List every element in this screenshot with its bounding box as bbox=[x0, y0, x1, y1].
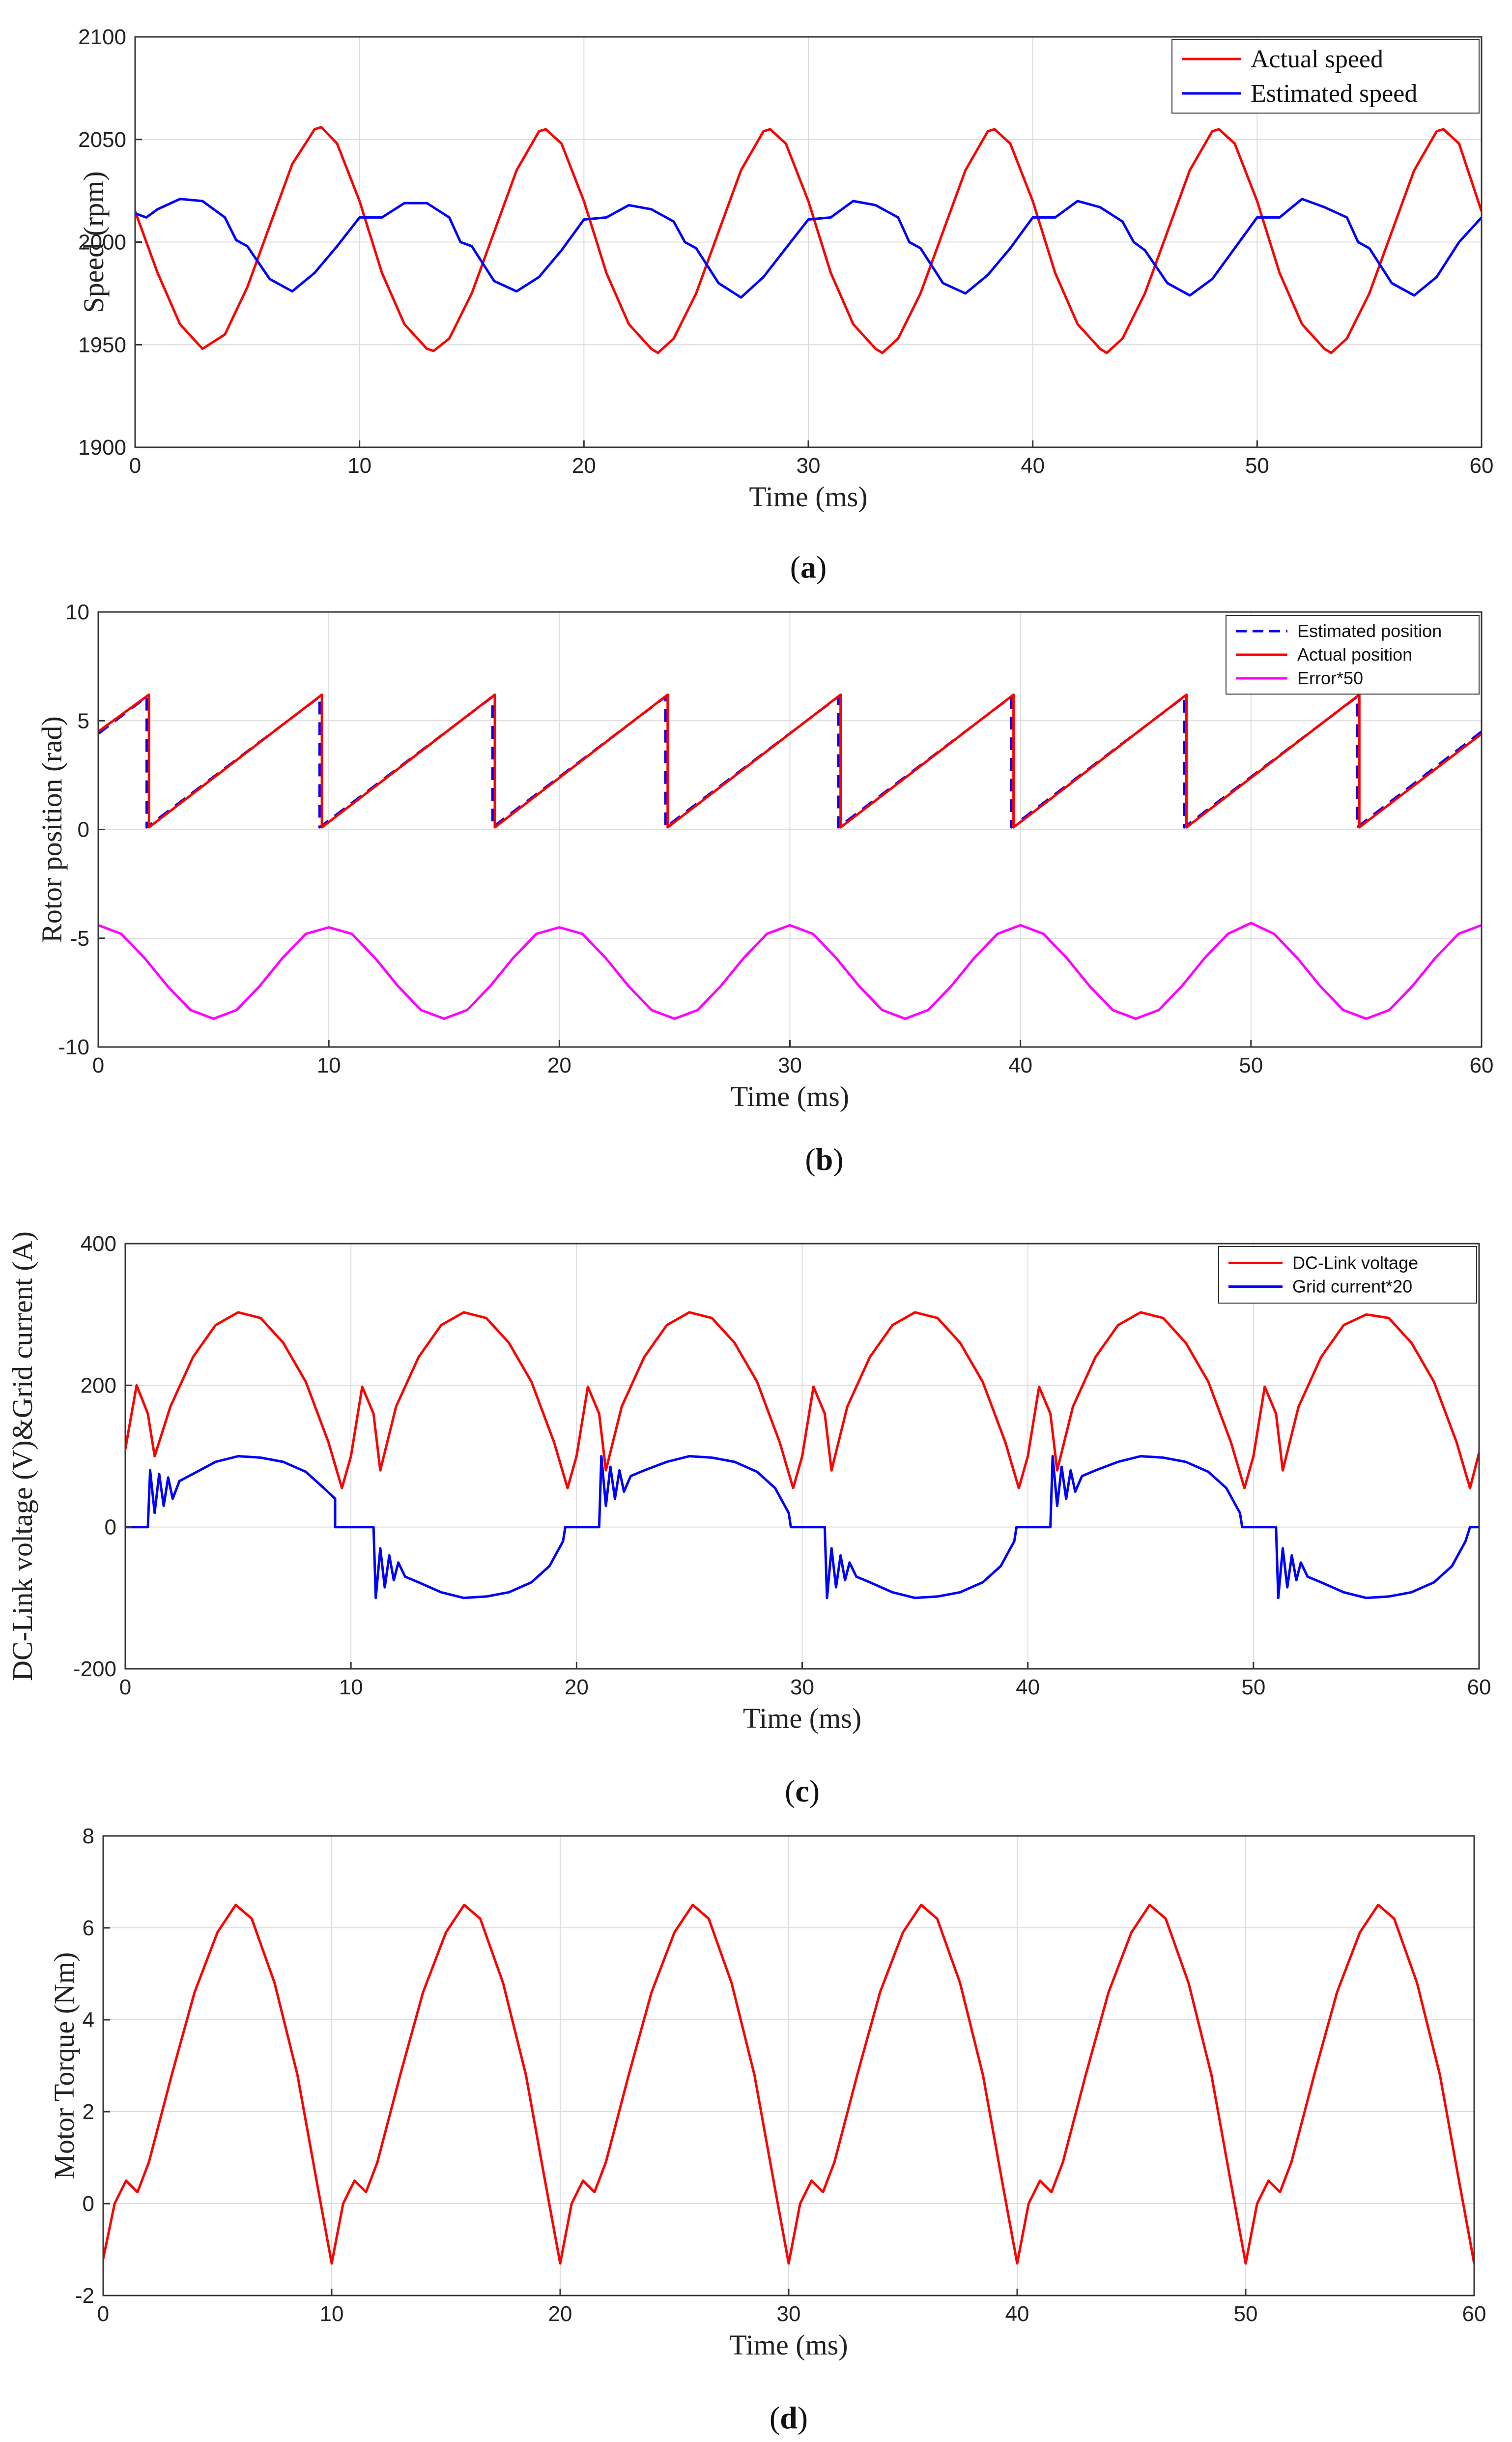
y-tick-label: 0 bbox=[78, 818, 89, 842]
x-tick-label: 50 bbox=[1245, 454, 1269, 478]
x-tick-label: 30 bbox=[797, 454, 821, 478]
x-tick-label: 60 bbox=[1470, 454, 1494, 478]
x-tick-label: 60 bbox=[1467, 1675, 1491, 1699]
panel-caption: (a) bbox=[790, 550, 827, 584]
x-tick-label: 20 bbox=[548, 2302, 572, 2326]
y-tick-label: 4 bbox=[83, 2008, 94, 2032]
panel-caption: (c) bbox=[785, 1773, 820, 1808]
panel-caption: (d) bbox=[770, 2400, 808, 2435]
legend-box bbox=[1171, 39, 1480, 114]
x-tick-label: 0 bbox=[92, 1053, 104, 1077]
panel-caption: (b) bbox=[805, 1142, 843, 1177]
y-axis-label: Speed (rpm) bbox=[78, 171, 110, 313]
x-tick-label: 30 bbox=[777, 2302, 801, 2326]
legend: DC-Link voltage Grid current*20 bbox=[1218, 1246, 1477, 1304]
y-tick-label: 0 bbox=[83, 2192, 94, 2216]
x-axis-label: Time (ms) bbox=[743, 1702, 861, 1734]
x-axis-label: Time (ms) bbox=[729, 2329, 848, 2361]
x-axis-label: Time (ms) bbox=[731, 1080, 849, 1112]
y-tick-label: -5 bbox=[70, 927, 89, 951]
y-tick-label: 2100 bbox=[78, 25, 126, 49]
y-axis-label: Rotor position (rad) bbox=[36, 716, 68, 943]
y-tick-label: 200 bbox=[81, 1373, 116, 1397]
y-tick-label: 1950 bbox=[78, 333, 126, 357]
y-tick-label: 2050 bbox=[78, 128, 126, 152]
legend-label: Estimated position bbox=[1297, 621, 1442, 641]
legend-label: DC-Link voltage bbox=[1292, 1253, 1418, 1273]
legend: Actual speed Estimated speed bbox=[1171, 39, 1480, 114]
y-axis-label: DC-Link voltage (V)&Grid current (A) bbox=[6, 1231, 38, 1681]
x-tick-label: 10 bbox=[339, 1675, 363, 1699]
x-tick-label: 10 bbox=[347, 454, 371, 478]
x-tick-label: 0 bbox=[119, 1675, 131, 1699]
chart-panel-a: 0 10 20 30 40 50 60 1900 1950 2000 2050 2100 Time (m… bbox=[78, 25, 1493, 584]
y-tick-label: 5 bbox=[78, 709, 89, 733]
series-line-a-0 bbox=[135, 126, 1482, 354]
series-line-b-1 bbox=[98, 693, 1482, 829]
x-tick-label: 50 bbox=[1239, 1053, 1263, 1077]
y-tick-label: 0 bbox=[105, 1515, 116, 1540]
x-tick-label: 60 bbox=[1470, 1053, 1494, 1077]
y-tick-label: 2000 bbox=[78, 231, 126, 255]
y-tick-label: 400 bbox=[81, 1232, 116, 1256]
x-tick-label: 20 bbox=[565, 1675, 589, 1699]
x-tick-label: 0 bbox=[129, 454, 141, 478]
y-tick-label: -200 bbox=[73, 1657, 116, 1681]
y-tick-label: 2 bbox=[83, 2100, 94, 2124]
y-tick-label: 1900 bbox=[78, 436, 126, 460]
y-tick-label: -2 bbox=[75, 2284, 94, 2308]
x-tick-label: 30 bbox=[778, 1053, 802, 1077]
legend-box bbox=[1218, 1246, 1477, 1304]
x-tick-label: 60 bbox=[1462, 2302, 1486, 2326]
x-tick-label: 20 bbox=[572, 454, 596, 478]
x-tick-label: 30 bbox=[790, 1675, 814, 1699]
legend: Estimated position Actual position Error*5… bbox=[1226, 615, 1480, 695]
x-tick-label: 40 bbox=[1008, 1053, 1032, 1077]
x-axis-label: Time (ms) bbox=[749, 481, 867, 513]
x-tick-label: 40 bbox=[1016, 1675, 1040, 1699]
y-axis-label: Motor Torque (Nm) bbox=[48, 1952, 80, 2179]
x-tick-label: 20 bbox=[547, 1053, 571, 1077]
x-tick-label: 10 bbox=[320, 2302, 344, 2326]
series-line-a-1 bbox=[135, 198, 1482, 299]
y-tick-label: -10 bbox=[58, 1035, 89, 1059]
x-tick-label: 40 bbox=[1005, 2302, 1029, 2326]
series-line-b-2 bbox=[98, 922, 1482, 1020]
series-line-c-1 bbox=[125, 1455, 1479, 1599]
x-tick-label: 50 bbox=[1241, 1675, 1265, 1699]
legend-label: Estimated speed bbox=[1251, 80, 1417, 108]
x-tick-label: 50 bbox=[1234, 2302, 1258, 2326]
series-line-d-0 bbox=[103, 1903, 1474, 2265]
legend-label: Actual speed bbox=[1251, 45, 1383, 73]
y-tick-label: 8 bbox=[83, 1824, 94, 1848]
legend-label: Grid current*20 bbox=[1292, 1277, 1412, 1297]
series-line-c-0 bbox=[125, 1311, 1479, 1489]
y-tick-label: 6 bbox=[83, 1916, 94, 1940]
chart-panel-b: 0 10 20 30 40 50 60 -10 -5 0 5 10 Time (ms) Rotor pos… bbox=[36, 600, 1493, 1177]
y-tick-label: 10 bbox=[65, 600, 89, 624]
legend-label: Actual position bbox=[1297, 644, 1412, 665]
x-tick-label: 10 bbox=[317, 1053, 341, 1077]
legend-label: Error*50 bbox=[1297, 668, 1363, 688]
x-tick-label: 0 bbox=[97, 2302, 109, 2326]
x-tick-label: 40 bbox=[1021, 454, 1045, 478]
